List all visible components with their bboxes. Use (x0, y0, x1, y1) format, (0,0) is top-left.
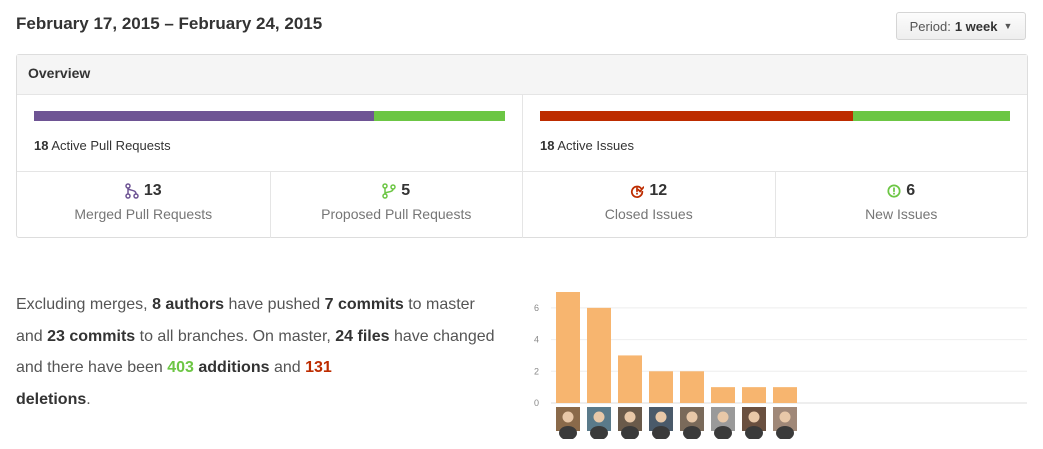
merged-bar-segment (34, 111, 375, 121)
summary-text-part: have pushed (224, 296, 325, 313)
period-label: Period: (909, 18, 951, 34)
deletions-count: 131 (305, 359, 332, 376)
issue-opened-icon (887, 184, 901, 198)
overview-summary-row: 18 Active Pull Requests 18 Active Issues (17, 95, 1027, 172)
bar (618, 355, 642, 403)
avatar[interactable] (711, 407, 735, 439)
files-changed-link[interactable]: 24 files (335, 327, 390, 345)
period-dropdown-button[interactable]: Period: 1 week ▼ (896, 12, 1026, 40)
bar (649, 371, 673, 403)
bar (773, 387, 797, 403)
stat-closed-issues[interactable]: 12 Closed Issues (522, 172, 775, 238)
y-tick-label: 4 (534, 335, 539, 345)
commit-summary-text: Excluding merges, 8 authors have pushed … (16, 289, 506, 415)
proposed-count: 5 (401, 182, 411, 199)
active-issues-count: 18 (540, 138, 555, 153)
overview-panel: Overview 18 Active Pull Requests 18 Acti… (16, 54, 1028, 238)
summary-text-part: have changed and there have been (16, 327, 495, 377)
merge-icon (125, 183, 139, 199)
bar (556, 292, 580, 403)
y-tick-label: 6 (534, 303, 539, 313)
avatar[interactable] (742, 407, 766, 439)
summary-text-part: . (86, 390, 91, 408)
proposed-label: Proposed Pull Requests (321, 206, 472, 222)
summary-text-part: to master and (16, 296, 475, 345)
avatar[interactable] (618, 407, 642, 439)
summary-text-part: to all branches. On master, (135, 327, 336, 345)
avatar[interactable] (587, 407, 611, 439)
merged-label: Merged Pull Requests (74, 206, 213, 222)
active-pull-requests-count: 18 (34, 138, 49, 153)
summary-text-part: Excluding merges, (16, 296, 153, 313)
bar (587, 307, 611, 403)
overview-title: Overview (17, 55, 1027, 95)
all-commits-link[interactable]: 23 commits (47, 327, 136, 345)
issues-bar (540, 111, 1010, 121)
closed-count: 12 (649, 182, 668, 199)
closed-label: Closed Issues (604, 206, 693, 222)
date-range-title: February 17, 2015 – February 24, 2015 (16, 14, 323, 33)
avatar[interactable] (680, 407, 704, 439)
avatar[interactable] (556, 407, 580, 439)
pull-requests-bar (34, 111, 505, 121)
new-count: 6 (906, 182, 916, 199)
stat-merged-pull-requests[interactable]: 13 Merged Pull Requests (17, 172, 270, 238)
proposed-bar-segment (374, 111, 505, 121)
stat-new-issues[interactable]: 6 New Issues (774, 172, 1028, 238)
y-tick-label: 2 (534, 366, 539, 376)
deletions-word: deletions (16, 390, 87, 408)
active-issues-label: Active Issues (557, 138, 634, 153)
bar (742, 387, 766, 403)
additions-count: 403 (167, 359, 194, 376)
overview-stats-row: 13 Merged Pull Requests 5 Proposed Pull … (17, 172, 1027, 238)
authors-link[interactable]: 8 authors (152, 296, 225, 313)
avatar[interactable] (773, 407, 797, 439)
issue-closed-icon (631, 185, 645, 198)
new-label: New Issues (865, 206, 938, 222)
bar (680, 371, 704, 403)
active-pull-requests-label: Active Pull Requests (51, 138, 171, 153)
merged-count: 13 (143, 182, 162, 199)
master-commits-link[interactable]: 7 commits (324, 296, 404, 313)
commits-by-author-chart: 0 2 4 6 (534, 292, 1027, 439)
new-bar-segment (853, 111, 1010, 121)
bar (711, 387, 735, 403)
period-value: 1 week (954, 18, 998, 34)
additions-word: additions (193, 359, 270, 376)
avatar[interactable] (649, 407, 673, 439)
branch-icon (382, 183, 397, 199)
y-tick-label: 0 (534, 398, 539, 408)
issues-summary[interactable]: 18 Active Issues (522, 95, 1027, 171)
summary-text-part: and (269, 359, 306, 376)
pull-requests-summary[interactable]: 18 Active Pull Requests (17, 95, 522, 171)
caret-down-icon: ▼ (1003, 21, 1013, 31)
closed-bar-segment (540, 111, 854, 121)
stat-proposed-pull-requests[interactable]: 5 Proposed Pull Requests (269, 172, 523, 238)
